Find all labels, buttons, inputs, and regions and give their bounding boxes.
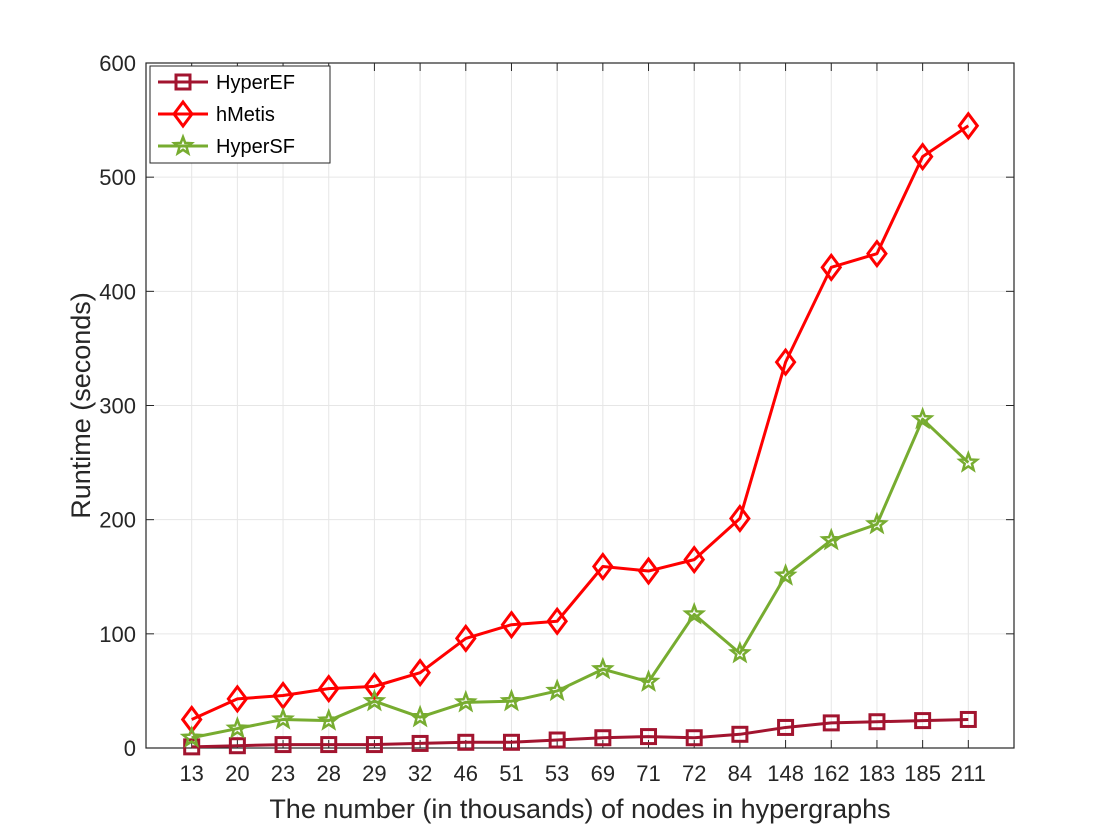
data-point-hypersf	[590, 656, 615, 680]
data-point-hypersf	[910, 406, 935, 430]
data-point-hyperef	[594, 729, 612, 747]
legend-label-hypersf: HyperSF	[216, 136, 295, 158]
series-hyperef	[183, 710, 977, 756]
y-tick-label: 600	[99, 51, 136, 76]
series-lines	[179, 111, 981, 756]
y-tick-label: 200	[99, 508, 136, 533]
data-point-hypersf	[956, 450, 981, 473]
data-point-hyperef	[640, 728, 658, 746]
data-point-hmetis	[957, 111, 980, 141]
x-tick-label: 46	[454, 761, 478, 786]
data-point-hmetis	[637, 556, 660, 586]
data-point-hyperef	[868, 713, 886, 731]
data-point-hyperef	[731, 725, 749, 743]
legend-marker-hmetis	[172, 99, 194, 129]
y-tick-label: 500	[99, 165, 136, 190]
data-point-hmetis	[226, 684, 249, 714]
data-point-hypersf	[271, 706, 295, 730]
series-hypersf	[179, 406, 981, 748]
data-point-hyperef	[365, 736, 383, 754]
x-tick-label: 71	[636, 761, 660, 786]
data-point-hypersf	[773, 563, 798, 586]
data-point-hmetis	[454, 623, 477, 653]
x-tick-label: 13	[179, 761, 203, 786]
data-point-hypersf	[408, 704, 433, 728]
data-point-hypersf	[727, 640, 752, 664]
x-tick-label: 211	[951, 761, 986, 786]
data-point-hypersf	[225, 716, 250, 739]
legend: HyperEF hMetis HyperSF	[149, 65, 331, 164]
data-point-hypersf	[499, 688, 524, 712]
x-tick-label: 84	[728, 761, 752, 786]
series-hmetis	[180, 111, 980, 734]
data-point-hypersf	[453, 689, 478, 713]
data-point-hmetis	[409, 658, 431, 688]
x-tick-label: 23	[271, 761, 295, 786]
data-point-hypersf	[819, 527, 844, 551]
x-tick-label: 51	[499, 761, 523, 786]
data-point-hyperef	[502, 733, 520, 751]
x-tick-label: 29	[362, 761, 386, 786]
data-point-hypersf	[865, 511, 889, 535]
data-point-hypersf	[636, 669, 661, 692]
y-tick-label: 300	[99, 394, 136, 419]
x-tick-label: 162	[813, 761, 850, 786]
data-point-hmetis	[317, 674, 340, 704]
x-tick-label: 148	[767, 761, 804, 786]
data-point-hypersf	[545, 678, 570, 702]
data-point-hypersf	[362, 688, 387, 712]
y-tick-label: 400	[99, 279, 136, 304]
y-axis-label: Runtime (seconds)	[66, 292, 96, 519]
data-point-hyperef	[822, 714, 840, 732]
legend-label-hyperef: HyperEF	[216, 72, 295, 94]
x-tick-label: 185	[904, 761, 941, 786]
data-point-hmetis	[820, 252, 843, 282]
data-point-hmetis	[363, 671, 386, 701]
x-tick-labels: 13 20 23 28 29 32 46 51 53 69 71 72 84 148 162 183 185 21…	[179, 761, 985, 786]
data-point-hyperef	[320, 736, 338, 754]
legend-marker-hyperef	[174, 73, 192, 91]
y-tick-label: 100	[99, 622, 136, 647]
data-point-hmetis	[729, 504, 751, 534]
x-tick-label: 20	[225, 761, 249, 786]
data-point-hmetis	[774, 347, 797, 377]
data-point-hyperef	[274, 736, 292, 754]
data-point-hmetis	[500, 610, 523, 640]
data-point-hmetis	[866, 239, 888, 269]
x-tick-label: 69	[591, 761, 615, 786]
data-point-hyperef	[228, 737, 246, 755]
data-point-hypersf	[316, 708, 341, 731]
data-point-hyperef	[685, 729, 703, 747]
data-point-hmetis	[591, 551, 614, 581]
x-axis-label: The number (in thousands) of nodes in hy…	[269, 794, 890, 824]
data-point-hyperef	[777, 718, 795, 736]
data-point-hmetis	[911, 142, 934, 172]
data-point-hyperef	[959, 710, 977, 728]
data-point-hyperef	[548, 731, 566, 749]
x-tick-label: 53	[545, 761, 569, 786]
legend-marker-hypersf	[171, 133, 195, 157]
data-point-hyperef	[457, 733, 475, 751]
data-point-hyperef	[914, 712, 932, 730]
data-point-hypersf	[682, 601, 707, 625]
data-point-hyperef	[411, 734, 429, 752]
data-point-hmetis	[683, 545, 706, 575]
x-tick-label: 72	[682, 761, 706, 786]
legend-label-hmetis: hMetis	[216, 104, 275, 126]
y-tick-label: 0	[124, 736, 136, 761]
x-tick-label: 183	[859, 761, 896, 786]
data-point-hypersf	[179, 725, 204, 748]
y-tick-labels: 0 100 200 300 400 500 600	[99, 51, 136, 761]
x-tick-label: 32	[408, 761, 432, 786]
data-point-hmetis	[546, 606, 569, 636]
x-tick-label: 28	[316, 761, 340, 786]
